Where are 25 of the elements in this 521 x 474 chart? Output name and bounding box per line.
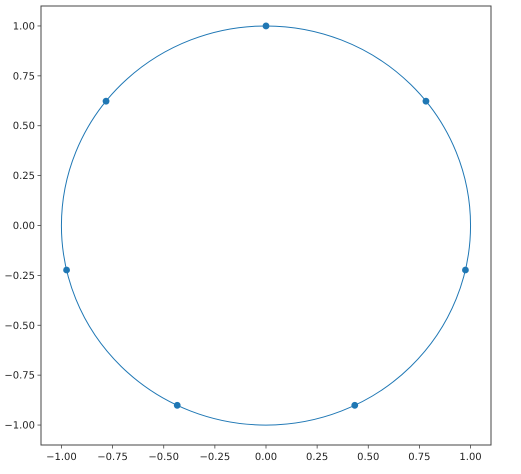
y-tick-label: 1.00: [12, 21, 35, 32]
x-tick-label: 0.50: [357, 452, 380, 463]
y-tick-label: −0.75: [4, 370, 35, 382]
x-tick-label: −0.50: [148, 452, 180, 463]
point: [351, 402, 358, 409]
y-tick-label: 0.25: [12, 171, 35, 182]
x-tick-label: −0.75: [97, 452, 128, 463]
y-tick-label: 0.50: [12, 121, 35, 132]
y-tick-label: −0.25: [4, 270, 35, 282]
x-tick-label: 1.00: [459, 452, 482, 463]
x-tick-label: 0.75: [408, 452, 431, 463]
x-tick-label: −0.25: [200, 452, 230, 463]
x-tick-label: −1.00: [46, 452, 77, 463]
point: [102, 98, 110, 105]
point: [174, 402, 181, 409]
point: [262, 22, 270, 30]
y-tick-label: 0.75: [12, 71, 35, 82]
point: [63, 266, 70, 274]
point: [422, 98, 430, 105]
x-tick-label: 0.00: [254, 452, 278, 463]
y-tick-label: 0.00: [12, 221, 35, 232]
y-tick-label: −1.00: [4, 420, 35, 432]
x-tick-label: 0.25: [306, 452, 328, 463]
y-tick-label: −0.50: [4, 320, 35, 332]
point: [462, 266, 469, 274]
